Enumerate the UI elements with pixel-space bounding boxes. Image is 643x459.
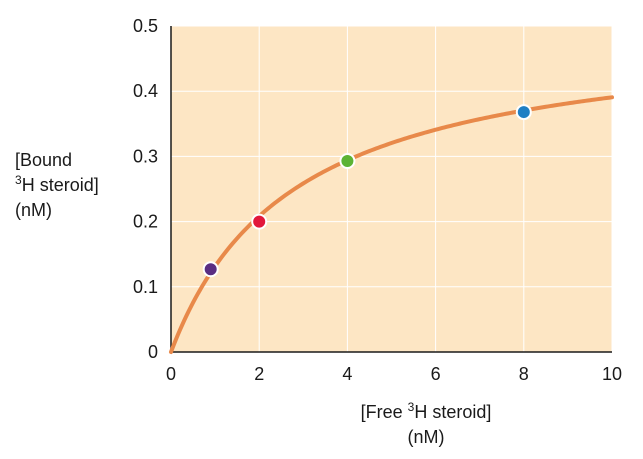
data-points (202, 104, 532, 278)
x-tick-label: 4 (342, 364, 352, 384)
y-axis-title-line1: [Bound (15, 150, 73, 170)
y-tick-labels: 0 0.1 0.2 0.3 0.4 0.5 (133, 16, 158, 362)
y-tick-label: 0.5 (133, 16, 158, 36)
x-tick-label: 8 (519, 364, 529, 384)
y-tick-label: 0.2 (133, 212, 158, 232)
y-tick-label: 0.1 (133, 277, 158, 297)
data-point (339, 152, 356, 169)
data-point (251, 213, 268, 230)
grid-lines (171, 25, 613, 352)
y-axis-title-superscript: 3 (15, 173, 22, 187)
y-tick-label: 0.4 (133, 81, 158, 101)
x-axis-title-units: (nM) (407, 427, 445, 447)
x-tick-label: 10 (602, 364, 622, 384)
y-tick-label: 0 (148, 342, 158, 362)
x-axis-title-prefix: [Free (360, 402, 408, 422)
x-tick-label: 2 (254, 364, 264, 384)
x-tick-label: 6 (431, 364, 441, 384)
data-point (515, 104, 532, 121)
y-axis-title-units: (nM) (15, 200, 52, 220)
plot-area (171, 26, 612, 352)
x-axis-title-superscript: 3 (407, 400, 415, 414)
y-axis-title: [Bound 3H steroid] (nM) (15, 148, 99, 223)
x-axis-title-suffix: H steroid] (414, 402, 492, 422)
y-tick-label: 0.3 (133, 146, 158, 166)
y-axis-title-line2-text: H steroid] (21, 175, 99, 195)
saturation-curve (169, 95, 614, 354)
data-point (202, 261, 219, 278)
x-axis-title: [Free 3H steroid] (nM) (346, 400, 506, 450)
y-axis-title-line2: 3H steroid] (15, 173, 99, 198)
x-tick-label: 0 (166, 364, 176, 384)
x-tick-labels: 0 2 4 6 8 10 (166, 364, 622, 384)
